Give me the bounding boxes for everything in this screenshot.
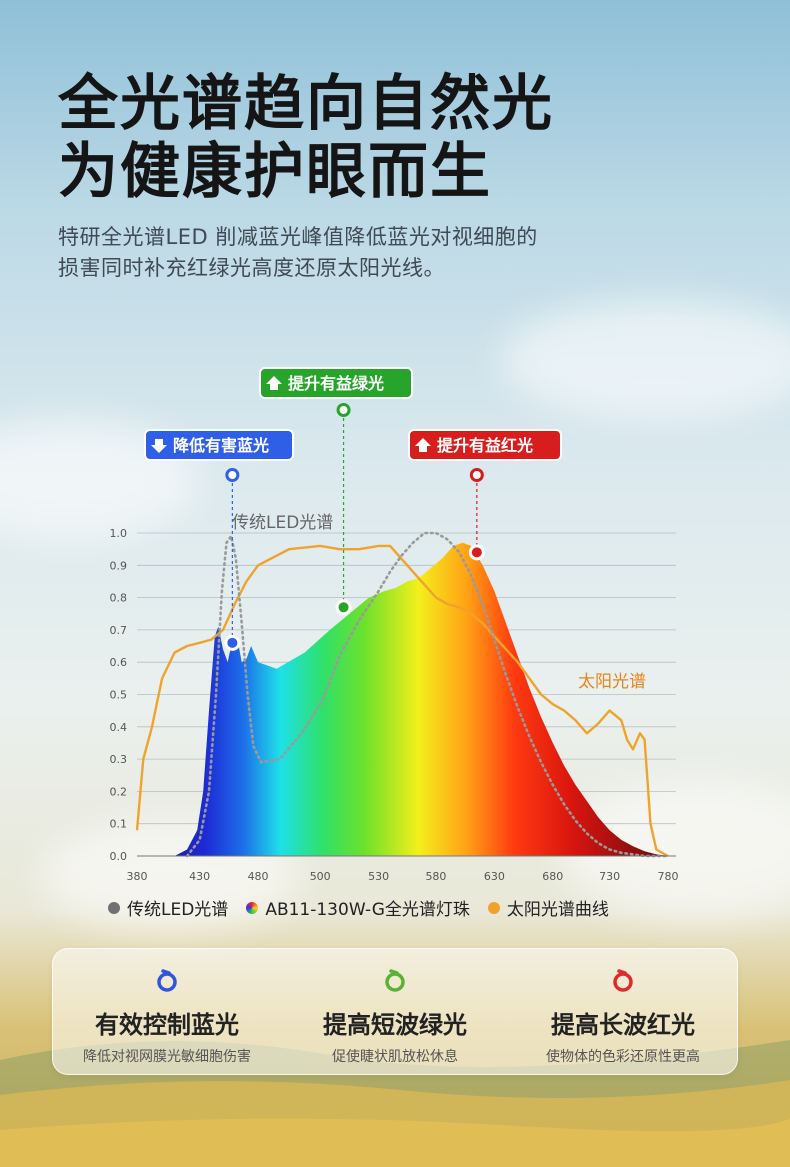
callout-red: 提升有益红光 bbox=[408, 429, 562, 561]
map-pin-icon bbox=[225, 468, 240, 482]
y-tick-label: 0.8 bbox=[110, 592, 128, 605]
led-spectrum-line bbox=[185, 531, 670, 858]
callout-green: 提升有益绿光 bbox=[259, 367, 413, 616]
legend-swatch bbox=[108, 901, 120, 914]
x-tick-label: 580 bbox=[425, 870, 446, 883]
feature-blue: 有效控制蓝光 降低对视网膜光敏细胞伤害 bbox=[53, 949, 281, 1074]
feature-title: 提高短波绿光 bbox=[323, 1011, 467, 1039]
y-tick-label: 0.3 bbox=[110, 753, 128, 766]
legend-label: 太阳光谱曲线 bbox=[506, 900, 609, 920]
data-point-marker bbox=[335, 599, 352, 616]
swirl-icon bbox=[613, 969, 633, 992]
y-tick-label: 0.0 bbox=[110, 850, 128, 863]
arrow-down-icon bbox=[151, 439, 167, 453]
y-axis-ticks: 0.0 0.1 0.2 0.3 0.4 0.5 0.6 0.7 0.8 0.9 1.0 bbox=[110, 527, 128, 863]
cloud bbox=[500, 300, 790, 420]
subtitle-line-2: 损害同时补充红绿光高度还原太阳光线。 bbox=[58, 256, 445, 280]
feature-title: 有效控制蓝光 bbox=[95, 1011, 239, 1039]
feature-desc: 促使睫状肌放松休息 bbox=[332, 1049, 458, 1065]
legend-item-led: 传统LED光谱 bbox=[108, 895, 228, 920]
headline: 全光谱趋向自然光 为健康护眼而生 bbox=[58, 70, 554, 206]
swirl-icon bbox=[157, 969, 177, 992]
y-tick-label: 0.4 bbox=[110, 721, 128, 734]
data-point-marker bbox=[468, 544, 485, 561]
x-tick-label: 780 bbox=[658, 870, 679, 883]
feature-red: 提高长波红光 使物体的色彩还原性更高 bbox=[509, 949, 737, 1074]
callout-blue: 降低有害蓝光 bbox=[144, 429, 294, 651]
map-pin-icon bbox=[469, 468, 484, 482]
callout-label: 降低有害蓝光 bbox=[173, 436, 269, 455]
y-tick-label: 1.0 bbox=[110, 527, 128, 540]
feature-panel: 有效控制蓝光 降低对视网膜光敏细胞伤害 提高短波绿光 促使睫状肌放松休息 提高长… bbox=[52, 948, 738, 1075]
swirl-icon bbox=[385, 969, 405, 992]
arrow-up-icon bbox=[415, 438, 431, 452]
callout-box bbox=[259, 367, 413, 399]
legend: 传统LED光谱 AB11-130W-G全光谱灯珠 太阳光谱曲线 bbox=[108, 895, 627, 920]
series-layer bbox=[135, 531, 676, 858]
y-tick-label: 0.9 bbox=[110, 559, 128, 572]
callout-label: 提升有益绿光 bbox=[288, 374, 384, 393]
x-tick-label: 480 bbox=[248, 870, 269, 883]
legend-item-fullspectrum: AB11-130W-G全光谱灯珠 bbox=[246, 895, 470, 920]
sun-spectrum-line bbox=[135, 544, 669, 858]
callout-box bbox=[408, 429, 562, 461]
feature-green: 提高短波绿光 促使睫状肌放松休息 bbox=[281, 949, 509, 1074]
feature-title: 提高长波红光 bbox=[551, 1011, 695, 1039]
feature-desc: 降低对视网膜光敏细胞伤害 bbox=[83, 1049, 251, 1065]
x-tick-label: 630 bbox=[484, 870, 505, 883]
headline-line-2: 为健康护眼而生 bbox=[58, 137, 492, 207]
headline-line-1: 全光谱趋向自然光 bbox=[58, 69, 554, 139]
subtitle-line-1: 特研全光谱LED 削减蓝光峰值降低蓝光对视细胞的 bbox=[58, 225, 538, 249]
legend-label: 传统LED光谱 bbox=[127, 900, 229, 920]
x-axis-ticks: 380 430 480 500 530 580 630 680 730 780 bbox=[127, 870, 679, 883]
full-spectrum-area bbox=[137, 542, 668, 856]
x-tick-label: 730 bbox=[599, 870, 620, 883]
led-series-label: 传统LED光谱 bbox=[232, 513, 333, 533]
x-tick-label: 500 bbox=[310, 870, 331, 883]
legend-item-sun: 太阳光谱曲线 bbox=[487, 895, 609, 920]
data-point-marker bbox=[224, 634, 241, 651]
y-tick-label: 0.1 bbox=[110, 818, 128, 831]
feature-desc: 使物体的色彩还原性更高 bbox=[546, 1049, 700, 1065]
y-tick-label: 0.2 bbox=[110, 785, 128, 798]
y-tick-label: 0.5 bbox=[110, 689, 128, 702]
sun-series-label: 太阳光谱 bbox=[578, 672, 646, 692]
callout-label: 提升有益红光 bbox=[437, 436, 533, 455]
y-tick-label: 0.7 bbox=[110, 624, 128, 637]
arrow-up-icon bbox=[266, 376, 282, 390]
x-tick-label: 430 bbox=[189, 870, 210, 883]
x-tick-label: 530 bbox=[368, 870, 389, 883]
legend-swatch bbox=[487, 901, 500, 914]
x-tick-label: 380 bbox=[127, 870, 148, 883]
map-pin-icon bbox=[336, 403, 351, 417]
spectrum-chart: 0.0 0.1 0.2 0.3 0.4 0.5 0.6 0.7 0.8 0.9 1.0 380 430… bbox=[110, 367, 679, 883]
subtitle: 特研全光谱LED 削减蓝光峰值降低蓝光对视细胞的 损害同时补充红绿光高度还原太阳… bbox=[58, 222, 538, 284]
y-tick-label: 0.6 bbox=[110, 656, 128, 669]
legend-label: AB11-130W-G全光谱灯珠 bbox=[265, 900, 470, 920]
x-tick-label: 680 bbox=[542, 870, 563, 883]
legend-swatch bbox=[246, 901, 259, 914]
callout-box bbox=[144, 429, 294, 461]
